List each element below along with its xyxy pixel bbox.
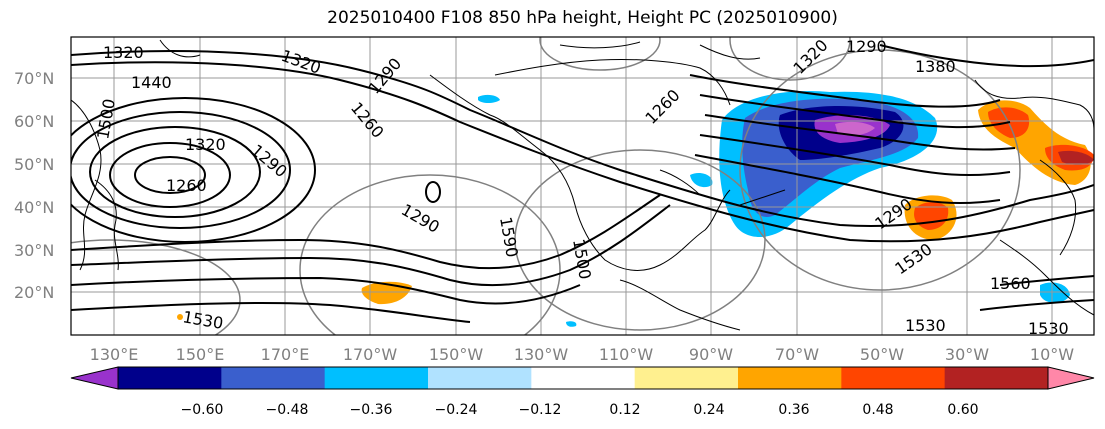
contour-label: 1320: [103, 43, 144, 62]
lon-label: 90°W: [689, 345, 733, 364]
lon-label: 70°W: [775, 345, 819, 364]
contour-label: 1290: [846, 37, 887, 56]
colorbar-tick-label: 0.36: [778, 402, 809, 418]
map-background: [71, 37, 1094, 335]
lat-label: 60°N: [14, 112, 54, 131]
contour-labels: 1320 1320 1290 1380 1440 1500 1320 1260 …: [93, 36, 1068, 338]
colorbar-frame: [117, 366, 1049, 390]
contour-label: 1380: [915, 57, 956, 76]
colorbar-tick-label: −0.48: [266, 402, 309, 418]
lat-label: 50°N: [14, 155, 54, 174]
longitude-labels: 130°E 150°E 170°E 170°W 150°W 130°W 110°…: [90, 345, 1075, 364]
colorbar-tick-label: 0.12: [609, 402, 640, 418]
colorbar-segment: [634, 367, 739, 389]
contour-label: 1530: [1028, 319, 1069, 338]
map-title: 2025010400 F108 850 hPa height, Height P…: [327, 8, 838, 28]
contour-label: 1260: [166, 176, 207, 195]
lat-label: 20°N: [14, 283, 54, 302]
colorbar-segment: [118, 367, 222, 389]
colorbar-tick-label: 0.24: [693, 402, 724, 418]
colorbar-segment: [428, 367, 532, 389]
lon-label: 130°W: [514, 345, 569, 364]
contour-label: 1530: [905, 316, 946, 335]
latitude-labels: 70°N 60°N 50°N 40°N 30°N 20°N: [14, 69, 54, 302]
colorbar-extend-low: [70, 366, 119, 390]
lon-label: 50°W: [860, 345, 904, 364]
contour-label: 1320: [185, 135, 226, 154]
pc-contours: [71, 37, 1021, 335]
colorbar-tick-label: 0.48: [862, 402, 893, 418]
lon-label: 30°W: [945, 345, 989, 364]
lon-label: 170°E: [261, 345, 310, 364]
colorbar-segment: [324, 367, 429, 389]
lon-label: 150°E: [176, 345, 225, 364]
map-plot-area: [71, 37, 1094, 335]
height-contours: [71, 44, 1094, 323]
lon-label: 110°W: [599, 345, 654, 364]
colorbar-segment: [531, 367, 636, 389]
colorbar-tick-label: 0.60: [947, 402, 978, 418]
lat-label: 30°N: [14, 241, 54, 260]
lon-label: 130°E: [90, 345, 139, 364]
graticule: [71, 37, 1094, 335]
lat-label: 40°N: [14, 198, 54, 217]
colorbar-segment: [221, 367, 326, 389]
lat-label: 70°N: [14, 69, 54, 88]
lon-label: 150°W: [429, 345, 484, 364]
contour-label: 1440: [131, 73, 172, 92]
map-frame: [70, 36, 1095, 336]
lon-label: 170°W: [343, 345, 398, 364]
colorbar: [70, 366, 1095, 390]
colorbar-segment: [738, 367, 842, 389]
coastlines: [71, 39, 1094, 331]
colorbar-tick-label: −0.12: [519, 402, 562, 418]
colorbar-tick-label: −0.36: [350, 402, 393, 418]
contour-label: 1560: [990, 274, 1031, 293]
colorbar-tick-label: −0.60: [181, 402, 224, 418]
colorbar-segment: [841, 367, 946, 389]
colorbar-tick-label: −0.24: [435, 402, 478, 418]
colorbar-tick-labels: −0.60 −0.48 −0.36 −0.24 −0.12 0.12 0.24 …: [181, 402, 979, 418]
colorbar-segment: [944, 367, 1049, 389]
colorbar-extend-high: [1047, 366, 1095, 390]
lon-label: 10°W: [1030, 345, 1074, 364]
